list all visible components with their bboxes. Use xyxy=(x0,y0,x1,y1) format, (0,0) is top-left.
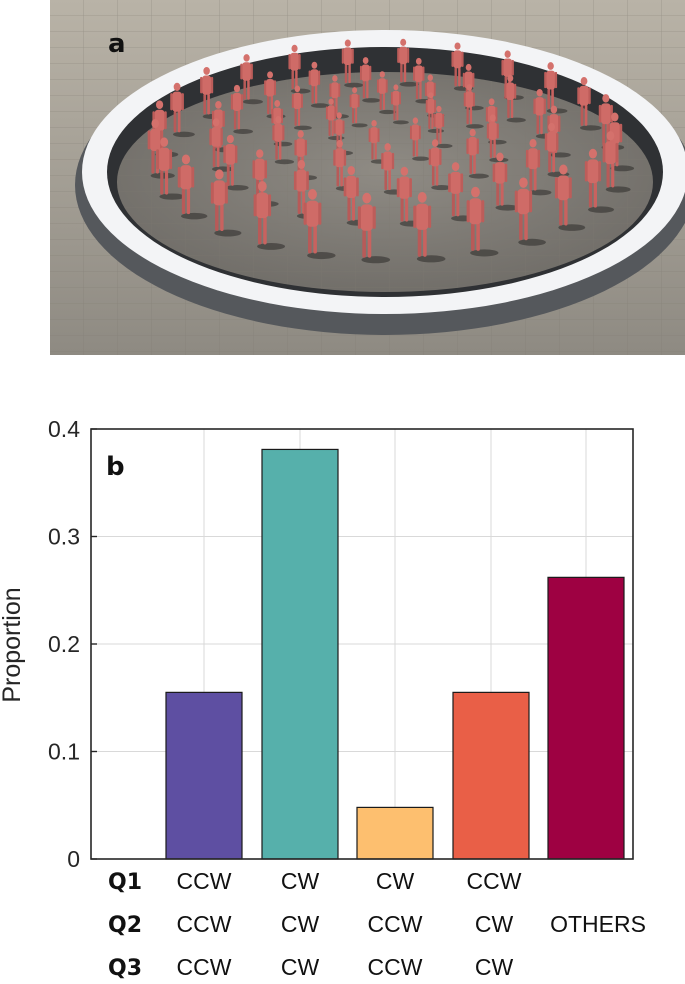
arena-scene-image: a xyxy=(50,0,685,355)
agent-figures xyxy=(147,38,635,264)
agent-figure xyxy=(170,82,195,138)
bar-5 xyxy=(547,576,625,860)
category-label: CW xyxy=(281,954,320,980)
category-label: CCW xyxy=(177,911,232,937)
row-label-q2: Q2 xyxy=(108,913,142,938)
agent-figure xyxy=(325,98,345,141)
y-tick-label: 0.4 xyxy=(48,416,80,442)
agent-figure xyxy=(602,131,631,193)
agent-figure xyxy=(230,84,254,134)
y-tick-label: 0.3 xyxy=(48,524,80,550)
agent-figure xyxy=(554,164,586,231)
agent-figure xyxy=(525,139,552,196)
y-tick-label: 0.1 xyxy=(48,739,80,765)
agent-figure xyxy=(341,39,364,88)
y-axis-title: Proportion xyxy=(0,587,26,702)
agent-figure xyxy=(376,71,397,115)
bar-2 xyxy=(261,448,339,860)
category-label: CW xyxy=(376,868,415,894)
agent-figure xyxy=(291,85,312,131)
agent-figure xyxy=(333,139,357,192)
panel-a-label: a xyxy=(108,29,126,59)
agent-figure xyxy=(359,57,381,103)
agent-figure xyxy=(413,57,434,104)
agent-figure xyxy=(463,84,484,129)
agent-figure xyxy=(397,38,419,87)
agent-figure xyxy=(584,148,615,213)
category-label: CCW xyxy=(177,868,232,894)
agent-figure xyxy=(492,152,519,211)
category-label: CCW xyxy=(467,868,522,894)
row-label-q3: Q3 xyxy=(108,956,142,981)
agent-figure xyxy=(210,169,242,237)
agent-figure xyxy=(577,77,602,131)
agent-figure xyxy=(253,181,286,250)
panel-b-label: b xyxy=(106,452,125,482)
bar-chart: 0 0.1 0.2 0.3 0.4 Q1 Q2 Q3 CCW CCW CCW CW CW CW CW CCW… xyxy=(0,416,646,981)
agent-figure xyxy=(240,54,263,105)
agent-figure xyxy=(357,192,391,264)
category-label: CW xyxy=(281,868,320,894)
agent-figure xyxy=(223,134,249,191)
y-ticks: 0 0.1 0.2 0.3 0.4 xyxy=(48,416,97,872)
y-tick-label: 0 xyxy=(67,846,80,872)
agent-figure xyxy=(504,74,526,123)
agent-figure xyxy=(448,162,476,222)
bars xyxy=(165,448,625,860)
agent-figure xyxy=(466,128,489,179)
category-labels: Q1 Q2 Q3 CCW CCW CCW CW CW CW CW CCW CCW CCW CW CW OTHE… xyxy=(108,868,646,981)
agent-figure xyxy=(514,177,546,246)
agent-figure xyxy=(156,137,185,200)
row-label-q1: Q1 xyxy=(108,870,142,895)
category-label: CW xyxy=(281,911,320,937)
agent-figure xyxy=(349,87,368,128)
agent-figure xyxy=(409,117,430,161)
category-label: CCW xyxy=(368,954,423,980)
category-label: CCW xyxy=(368,911,423,937)
agent-figure xyxy=(288,44,311,94)
category-label: CW xyxy=(475,954,514,980)
agent-figure xyxy=(177,154,208,220)
bar-4 xyxy=(452,691,530,860)
bar-1 xyxy=(165,691,243,860)
agent-figure xyxy=(428,139,452,191)
category-label: CW xyxy=(475,911,514,937)
agent-figure xyxy=(308,61,330,108)
agent-figure xyxy=(303,189,336,260)
y-tick-label: 0.2 xyxy=(48,631,80,657)
agent-figure xyxy=(272,116,295,165)
category-label: OTHERS xyxy=(550,911,646,937)
agent-figure xyxy=(390,84,409,125)
agent-figure xyxy=(433,105,453,149)
agent-figure xyxy=(413,191,446,263)
agent-figure xyxy=(466,186,499,257)
category-label: CCW xyxy=(177,954,232,980)
bar-3 xyxy=(356,806,434,860)
